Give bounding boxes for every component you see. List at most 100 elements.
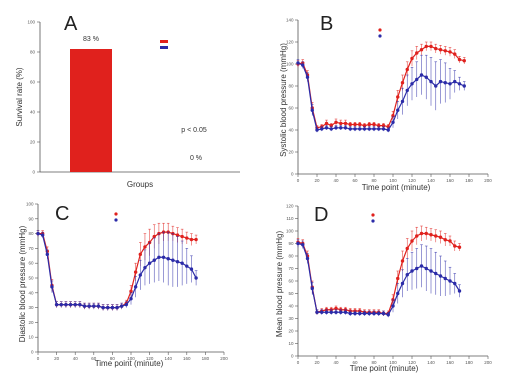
panel-c-x-tick-label: 20 <box>54 356 60 361</box>
panel-d-data-point <box>400 281 405 286</box>
panel-d-legend-marker-red <box>371 213 375 217</box>
panel-d-letter: D <box>314 204 328 226</box>
panel-c-data-point <box>120 304 124 308</box>
panel-d-data-point <box>362 311 367 316</box>
panel-c-y-tick-label: 60 <box>28 261 34 266</box>
panel-c-series-line <box>38 231 197 309</box>
panel-c-x-tick-label: 120 <box>146 356 154 361</box>
panel-d-data-point <box>329 310 333 314</box>
panel-d-data-point <box>400 259 405 263</box>
panel-a-legend-swatch-blue <box>160 46 168 49</box>
panel-b: B Systolic blood pressure (mmHg) Time po… <box>279 13 492 192</box>
panel-b-data-point <box>329 127 333 131</box>
panel-b-data-point <box>400 81 405 85</box>
panel-d-data-point <box>296 241 300 246</box>
panel-d-data-point <box>453 281 457 286</box>
panel-b-data-point <box>391 120 395 125</box>
panel-d-x-tick-label: 0 <box>297 360 300 365</box>
panel-d-data-point <box>443 238 447 242</box>
panel-c-legend <box>114 212 118 222</box>
panel-b-y-tick-label: 120 <box>286 40 294 45</box>
panel-b-data-point <box>334 120 338 125</box>
panel-d-series-1 <box>296 225 462 316</box>
panel-d-data-point <box>386 313 390 317</box>
panel-d-data-point <box>415 234 419 238</box>
panel-c-x-axis-title: Time point (minute) <box>95 359 164 368</box>
panel-c-data-point <box>138 252 142 257</box>
panel-b-x-axis-title: Time point (minute) <box>362 183 431 192</box>
panel-d-data-point <box>315 310 319 314</box>
panel-d-y-tick-label: 30 <box>288 316 294 321</box>
panel-b-data-point <box>324 121 329 126</box>
panel-c-data-point <box>110 305 115 310</box>
panel-d-data-point <box>358 311 362 316</box>
panel-a-y-ticks: 0 20 40 60 80 100 <box>27 20 40 175</box>
panel-d-data-point <box>429 233 433 237</box>
panel-b-letter: B <box>320 13 333 35</box>
panel-c-data-point <box>175 233 180 237</box>
panel-d-data-point <box>396 276 400 281</box>
panel-c-y-tick-label: 0 <box>31 350 34 355</box>
panel-c-data-point <box>180 261 184 265</box>
panel-d-data-point <box>320 310 324 314</box>
panel-c-data-point <box>96 304 101 308</box>
panel-b-data-point <box>457 82 462 86</box>
panel-d-x-tick-label: 200 <box>484 360 492 365</box>
panel-c-y-tick-label: 10 <box>28 335 34 340</box>
panel-d-data-point <box>405 273 409 277</box>
panel-c-data-point <box>171 258 175 262</box>
panel-b-data-point <box>429 79 433 84</box>
panel-d-data-point <box>415 266 419 271</box>
panel-d-x-tick-label: 80 <box>371 360 377 365</box>
panel-d-x-axis-title: Time point (minute) <box>350 364 419 373</box>
panel-b-x-tick-label: 20 <box>314 178 320 183</box>
panel-b-x-tick-label: 80 <box>371 178 377 183</box>
panel-d-data-point <box>410 269 414 273</box>
panel-c-data-point <box>143 245 147 249</box>
panel-c-data-point <box>161 255 166 259</box>
panel-c-legend-marker-red <box>114 212 118 216</box>
panel-c-data-point <box>189 267 194 271</box>
panel-d-y-tick-label: 80 <box>288 254 294 259</box>
panel-d-data-point <box>367 311 371 316</box>
panel-a-y-tick-label: 20 <box>30 140 36 145</box>
panel-c-data-point <box>82 304 87 308</box>
panel-d-data-point <box>334 310 338 314</box>
panel-d-series-2 <box>296 239 462 318</box>
panel-b-data-point <box>367 127 371 131</box>
panel-c-y-tick-label: 90 <box>28 216 34 221</box>
panel-c-data-point <box>36 231 40 236</box>
panel-d-data-point <box>310 286 314 291</box>
panel-c-data-point <box>185 236 189 240</box>
panel-d-data-point <box>453 244 457 248</box>
panel-d: D Mean blood pressure (mmHg) Time point … <box>275 204 492 374</box>
panel-b-data-point <box>453 79 457 84</box>
panel-d-x-tick-label: 60 <box>352 360 358 365</box>
panel-c-x-tick-label: 100 <box>127 356 135 361</box>
panel-d-x-tick-label: 20 <box>314 360 320 365</box>
panel-d-data-point <box>443 276 447 281</box>
panel-b-data-point <box>434 46 438 51</box>
panel-c-data-point <box>106 305 110 310</box>
panel-c-y-tick-label: 30 <box>28 305 34 310</box>
panel-b-data-point <box>438 79 443 84</box>
panel-b-data-point <box>419 73 424 77</box>
panel-a-bar1-label: 83 % <box>83 36 99 43</box>
panel-d-data-point <box>372 311 376 316</box>
panel-d-data-point <box>434 271 438 276</box>
panel-b-data-point <box>396 95 400 99</box>
panel-d-data-point <box>324 310 329 314</box>
panel-c-x-tick-label: 180 <box>202 356 210 361</box>
panel-d-data-point <box>334 306 338 311</box>
panel-c-data-point <box>129 289 133 294</box>
panel-b-data-point <box>296 61 300 65</box>
panel-d-y-tick-label: 40 <box>288 304 294 309</box>
panel-c-data-point <box>166 257 170 261</box>
panel-c-x-tick-label: 140 <box>164 356 172 361</box>
panel-a-bar <box>70 49 112 172</box>
panel-b-y-tick-label: 40 <box>288 128 294 133</box>
panel-c-data-point <box>180 234 184 239</box>
panel-d-data-point <box>343 310 348 314</box>
panel-a-y-tick-label: 100 <box>27 20 35 25</box>
